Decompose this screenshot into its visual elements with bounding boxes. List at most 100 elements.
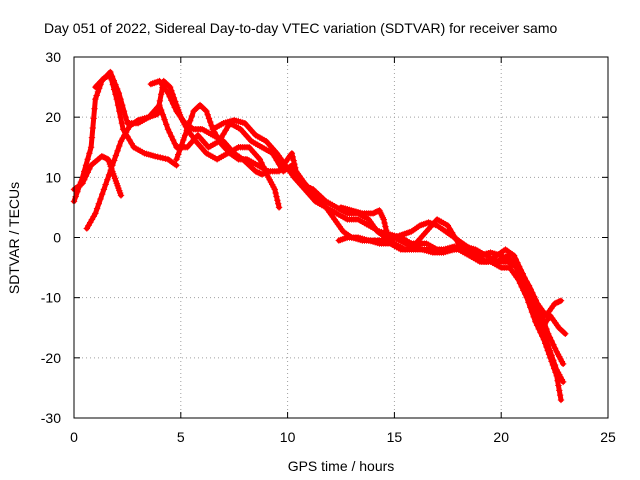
data-point (112, 152, 120, 159)
series-track-9 (337, 204, 567, 368)
data-point (165, 82, 173, 90)
data-point (84, 156, 91, 163)
data-point (188, 112, 196, 120)
data-point (126, 136, 133, 144)
data-point (91, 105, 98, 112)
data-point (562, 330, 569, 337)
data-point (204, 111, 211, 118)
data-point (550, 357, 557, 364)
data-point (265, 168, 272, 175)
data-point (559, 378, 567, 386)
data-point (175, 151, 182, 158)
data-point (273, 193, 280, 200)
data-point (88, 134, 96, 141)
data-point (533, 313, 540, 321)
data-point (451, 233, 458, 240)
data-point (544, 342, 552, 349)
y-tick-label: 10 (45, 169, 61, 185)
data-point (531, 295, 538, 303)
chart-title: Day 051 of 2022, Sidereal Day-to-day VTE… (44, 20, 557, 36)
data-point (124, 133, 131, 140)
data-point (275, 204, 283, 211)
data-point (84, 169, 91, 176)
y-tick-label: 30 (45, 49, 61, 65)
tick-labels: 0 5 10 15 20 25 -30 -20 -10 0 10 20 30 (41, 49, 616, 445)
data-point (109, 162, 116, 169)
data-point (528, 301, 535, 309)
data-point (164, 126, 172, 133)
data-point (86, 150, 93, 157)
data-point (87, 144, 95, 151)
data-point (551, 345, 559, 352)
x-tick-label: 0 (70, 429, 78, 445)
x-tick-label: 5 (177, 429, 185, 445)
data-point (95, 200, 102, 208)
data-point (117, 192, 125, 199)
data-point (173, 156, 180, 163)
data-point (114, 101, 122, 109)
data-point (157, 91, 165, 98)
grid-lines (74, 57, 608, 418)
data-point (114, 147, 121, 155)
data-point (169, 136, 177, 144)
data-point (527, 288, 535, 295)
data-point (288, 150, 296, 157)
data-point (100, 186, 108, 193)
data-point (448, 229, 456, 236)
data-point (522, 277, 530, 285)
data-point (453, 236, 460, 244)
data-point (89, 124, 96, 132)
series-track-5 (173, 101, 567, 386)
data-point (154, 110, 161, 118)
data-point (178, 141, 185, 149)
data-point (290, 157, 297, 164)
data-point (519, 270, 526, 277)
data-point (180, 136, 187, 144)
data-point (560, 329, 568, 336)
x-axis-label: GPS time / hours (288, 458, 395, 474)
data-point (117, 113, 124, 121)
data-point (380, 216, 387, 223)
data-point (108, 76, 115, 84)
data-point (272, 189, 279, 197)
data-point (186, 117, 194, 124)
data-point (556, 391, 564, 399)
data-point (271, 186, 278, 193)
data-point (556, 387, 563, 394)
data-point (205, 115, 213, 122)
data-point (526, 296, 534, 304)
data-point (530, 306, 537, 313)
data-point (263, 168, 271, 176)
data-point (92, 210, 99, 217)
data-point (82, 172, 90, 180)
data-point (534, 302, 542, 310)
data-point (526, 284, 533, 292)
data-point (98, 190, 106, 198)
data-point (104, 176, 111, 183)
data-point (168, 97, 175, 104)
data-point (109, 81, 117, 88)
data-point (163, 121, 170, 128)
data-point (381, 219, 388, 227)
data-point (291, 160, 298, 168)
data-markers (70, 68, 569, 404)
data-point (543, 325, 550, 333)
data-point (110, 157, 118, 164)
data-point (207, 118, 214, 126)
data-point (119, 126, 127, 133)
data-point (446, 225, 454, 233)
data-point (555, 382, 562, 389)
y-tick-label: -20 (41, 350, 61, 366)
series-track-7 (147, 77, 272, 178)
data-point (118, 119, 126, 127)
data-point (550, 341, 557, 348)
data-point (110, 86, 118, 93)
data-point (539, 316, 547, 323)
x-tick-label: 20 (493, 429, 509, 445)
data-point (559, 360, 567, 368)
data-point (383, 227, 390, 234)
data-point (92, 95, 99, 103)
x-tick-label: 10 (280, 429, 296, 445)
data-point (90, 115, 97, 122)
